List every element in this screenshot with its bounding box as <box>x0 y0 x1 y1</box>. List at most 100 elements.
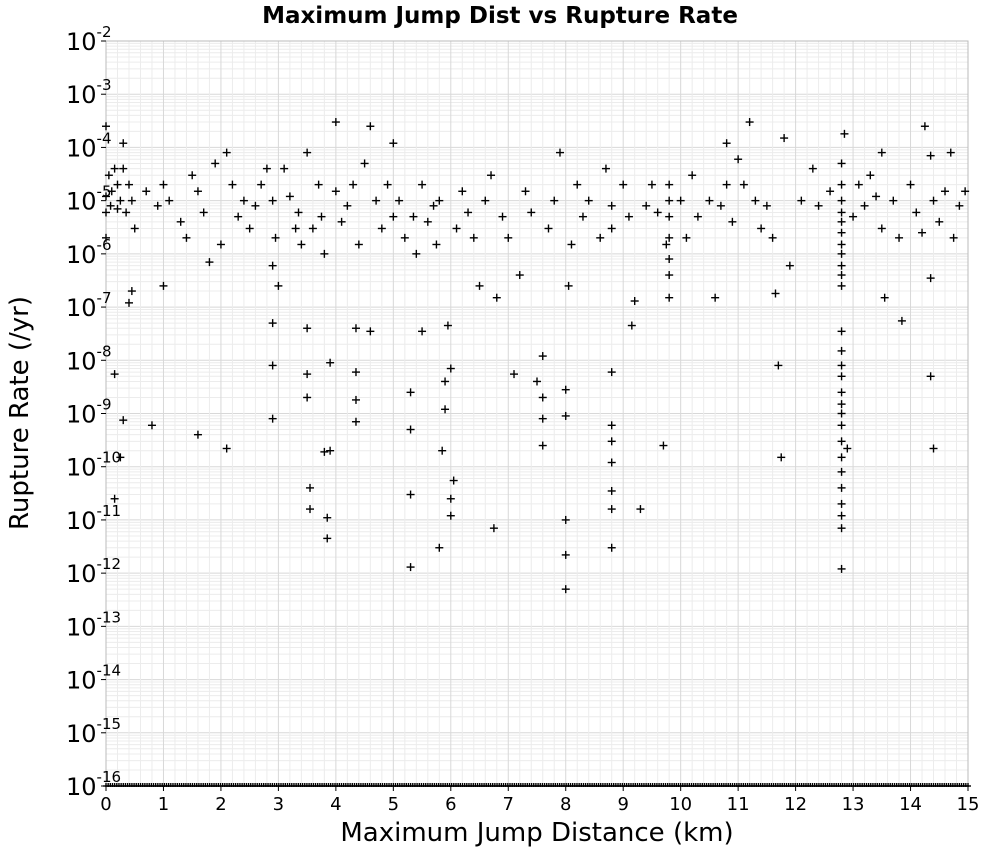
data-point <box>946 148 955 157</box>
data-point <box>837 281 846 290</box>
data-point <box>446 364 455 373</box>
data-point <box>774 361 783 370</box>
data-point <box>624 212 633 221</box>
data-point <box>119 416 128 425</box>
data-point <box>268 361 277 370</box>
data-point <box>826 187 835 196</box>
data-point <box>351 395 360 404</box>
data-point <box>412 249 421 258</box>
data-point <box>122 208 131 217</box>
data-point <box>627 321 636 330</box>
data-point <box>492 293 501 302</box>
y-tick-exponent: -5 <box>97 183 112 201</box>
data-point <box>306 483 315 492</box>
data-point <box>837 208 846 217</box>
data-point <box>130 224 139 233</box>
data-point <box>926 372 935 381</box>
data-point <box>607 224 616 233</box>
data-point <box>584 196 593 205</box>
x-tick-label: 13 <box>842 794 865 815</box>
y-tick-exponent: -7 <box>97 289 112 307</box>
x-tick-label: 10 <box>669 794 692 815</box>
data-point <box>607 505 616 514</box>
data-point <box>127 287 136 296</box>
data-point <box>147 421 156 430</box>
data-point <box>268 196 277 205</box>
data-point <box>274 281 283 290</box>
data-point <box>555 148 564 157</box>
y-tick-base: 10 <box>66 454 97 482</box>
data-point <box>521 187 530 196</box>
data-point <box>676 196 685 205</box>
y-tick-base: 10 <box>66 560 97 588</box>
data-point <box>918 228 927 237</box>
data-point <box>837 228 846 237</box>
data-point <box>110 370 119 379</box>
data-point <box>544 224 553 233</box>
y-tick-base: 10 <box>66 613 97 641</box>
data-point <box>578 212 587 221</box>
data-point <box>228 180 237 189</box>
x-tick-label: 4 <box>330 794 341 815</box>
data-point <box>607 486 616 495</box>
y-tick-label: 10-2 <box>66 23 112 56</box>
data-point <box>308 224 317 233</box>
data-point <box>665 293 674 302</box>
data-point <box>837 511 846 520</box>
data-point <box>607 543 616 552</box>
data-point <box>110 494 119 503</box>
data-point <box>745 118 754 127</box>
y-tick-exponent: -8 <box>97 342 112 360</box>
y-tick-base: 10 <box>66 81 97 109</box>
data-point <box>797 196 806 205</box>
data-point <box>567 240 576 249</box>
data-point <box>837 499 846 508</box>
data-point <box>837 217 846 226</box>
data-point <box>487 171 496 180</box>
data-point <box>106 201 115 210</box>
data-point <box>929 196 938 205</box>
data-point <box>607 368 616 377</box>
data-point <box>647 180 656 189</box>
data-points <box>102 118 971 787</box>
data-point <box>659 441 668 450</box>
y-tick-base: 10 <box>66 134 97 162</box>
data-point <box>837 327 846 336</box>
data-point <box>429 201 438 210</box>
data-point <box>303 148 312 157</box>
data-point <box>538 414 547 423</box>
data-point <box>837 361 846 370</box>
data-point <box>716 201 725 210</box>
data-point <box>527 208 536 217</box>
data-point <box>389 212 398 221</box>
data-point <box>561 411 570 420</box>
data-point <box>866 171 875 180</box>
data-point <box>216 240 225 249</box>
y-tick-base: 10 <box>66 720 97 748</box>
data-point <box>880 293 889 302</box>
data-point <box>257 180 266 189</box>
data-point <box>961 187 970 196</box>
y-tick-base: 10 <box>66 241 97 269</box>
data-point <box>619 180 628 189</box>
y-tick-exponent: -11 <box>97 502 122 520</box>
y-tick-exponent: -3 <box>97 76 112 94</box>
x-tick-label: 7 <box>503 794 514 815</box>
data-point <box>102 122 110 131</box>
data-point <box>837 240 846 249</box>
data-point <box>331 118 340 127</box>
data-point <box>222 444 231 453</box>
data-point <box>182 233 191 242</box>
data-point <box>291 224 300 233</box>
data-point <box>837 346 846 355</box>
data-point <box>665 180 674 189</box>
data-point <box>124 298 133 307</box>
data-point <box>337 217 346 226</box>
data-point <box>251 201 260 210</box>
data-point <box>561 385 570 394</box>
data-point <box>533 377 541 386</box>
y-tick-base: 10 <box>66 401 97 429</box>
data-point <box>837 372 846 381</box>
data-point <box>222 148 231 157</box>
